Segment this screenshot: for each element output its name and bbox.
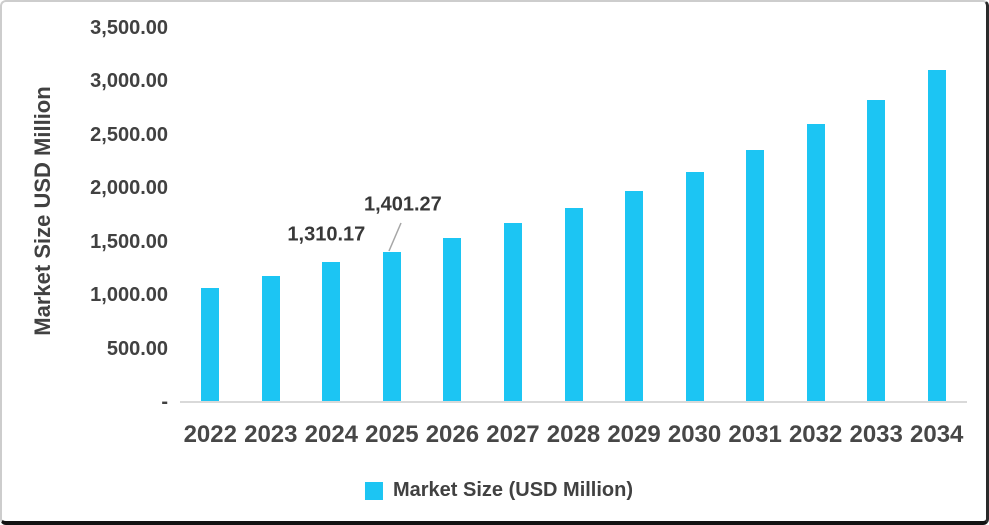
y-tick-label-3000: 3,000.00 bbox=[90, 70, 168, 92]
x-tick-label-2028: 2028 bbox=[546, 421, 601, 448]
bar-2033 bbox=[867, 100, 886, 402]
data-label-2025: 1,401.27 bbox=[363, 193, 442, 216]
y-tick-label-3500: 3,500.00 bbox=[90, 16, 168, 39]
x-tick-label-2029: 2029 bbox=[607, 421, 661, 448]
bar-2022 bbox=[201, 288, 220, 402]
x-tick-label-2024: 2024 bbox=[304, 421, 359, 448]
y-tick-label-1500: 1,500.00 bbox=[90, 230, 168, 253]
bar-2032 bbox=[806, 124, 825, 402]
bar-2034 bbox=[927, 70, 946, 402]
x-tick-label-2032: 2032 bbox=[788, 421, 843, 448]
x-tick-label-2022: 2022 bbox=[183, 421, 237, 448]
x-tick-label-2031: 2031 bbox=[728, 421, 782, 448]
bar-2023 bbox=[261, 275, 280, 402]
bar-2024 bbox=[322, 261, 341, 402]
leader-line bbox=[388, 222, 402, 252]
x-axis-line bbox=[180, 401, 967, 403]
data-label-2024: 1,310.17 bbox=[287, 223, 366, 246]
x-tick-label-2030: 2030 bbox=[667, 421, 722, 448]
legend: Market Size (USD Million) bbox=[364, 479, 634, 502]
bar-2028 bbox=[564, 208, 583, 402]
bar-2029 bbox=[625, 190, 644, 402]
y-tick-label-500: 500.00 bbox=[106, 337, 168, 360]
legend-label: Market Size (USD Million) bbox=[392, 479, 634, 501]
x-tick-label-2034: 2034 bbox=[910, 421, 964, 448]
bar-2026 bbox=[443, 238, 462, 402]
x-tick-label-2027: 2027 bbox=[486, 421, 540, 448]
bar-2030 bbox=[685, 172, 704, 402]
bar-2025 bbox=[382, 252, 401, 402]
x-tick-label-2025: 2025 bbox=[365, 421, 419, 448]
y-tick-label-2000: 2,000.00 bbox=[90, 177, 168, 199]
x-tick-label-2026: 2026 bbox=[425, 421, 480, 448]
x-tick-label-2033: 2033 bbox=[849, 421, 903, 448]
bar-2027 bbox=[503, 222, 522, 402]
y-tick-label-0: - bbox=[161, 391, 168, 413]
y-tick-label-1000: 1,000.00 bbox=[90, 284, 168, 306]
legend-swatch-icon bbox=[364, 481, 383, 500]
x-tick-label-2023: 2023 bbox=[244, 421, 298, 448]
y-tick-label-2500: 2,500.00 bbox=[90, 123, 168, 146]
bar-2031 bbox=[746, 150, 765, 402]
